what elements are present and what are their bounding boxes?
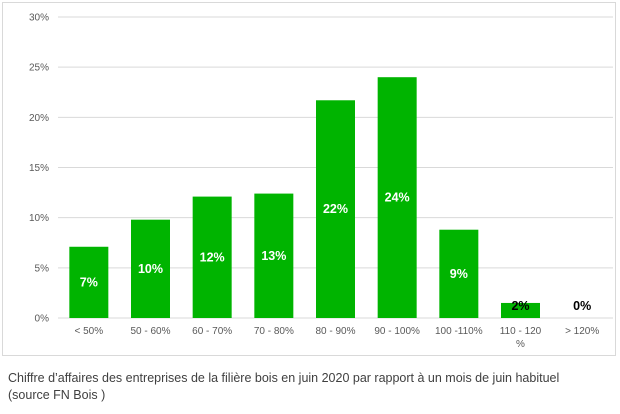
caption-source: (source FN Bois )	[8, 388, 106, 402]
x-tick-label: 80 - 90%	[315, 326, 355, 337]
x-tick-label: > 120%	[565, 326, 599, 337]
data-label: 0%	[573, 299, 591, 313]
x-tick-label: 100 -110%	[435, 326, 483, 337]
bar	[377, 77, 417, 318]
y-tick-label: 25%	[29, 63, 49, 74]
data-label: 22%	[323, 202, 348, 216]
y-tick-label: 30%	[29, 13, 49, 24]
x-tick-label: 50 - 60%	[130, 326, 170, 337]
data-label: 10%	[138, 262, 163, 276]
bar	[69, 246, 109, 318]
y-tick-label: 10%	[29, 213, 49, 224]
bar	[192, 196, 232, 318]
data-label: 7%	[80, 275, 98, 289]
chart-frame: 0% 5% 10% 15% 20% 25% 30% 7% < 50% 10% 50 - 60% 12%…	[2, 2, 616, 356]
y-tick-label: 5%	[35, 263, 50, 274]
chart-caption: Chiffre d’affaires des entreprises de la…	[8, 370, 616, 404]
data-label: 12%	[200, 250, 225, 264]
x-tick-label: 60 - 70%	[192, 326, 232, 337]
y-tick-label: 15%	[29, 163, 49, 174]
caption-title: Chiffre d’affaires des entreprises de la…	[8, 371, 560, 385]
data-label: 9%	[450, 267, 468, 281]
data-label: 13%	[261, 249, 286, 263]
x-tick-label: 90 - 100%	[374, 326, 420, 337]
x-tick-label: 70 - 80%	[254, 326, 294, 337]
bar	[131, 219, 170, 318]
bar-chart: 0% 5% 10% 15% 20% 25% 30% 7% < 50% 10% 50 - 60% 12%…	[29, 13, 613, 350]
x-tick-label: 110 - 120%	[500, 326, 542, 350]
bar	[501, 302, 540, 318]
bar	[439, 229, 479, 318]
bar	[316, 100, 355, 318]
y-tick-label: 20%	[29, 113, 49, 124]
bar	[254, 193, 294, 318]
y-tick-label: 0%	[35, 314, 50, 325]
data-label: 24%	[385, 191, 410, 205]
x-tick-label: < 50%	[75, 326, 104, 337]
data-label: 2%	[511, 299, 529, 313]
